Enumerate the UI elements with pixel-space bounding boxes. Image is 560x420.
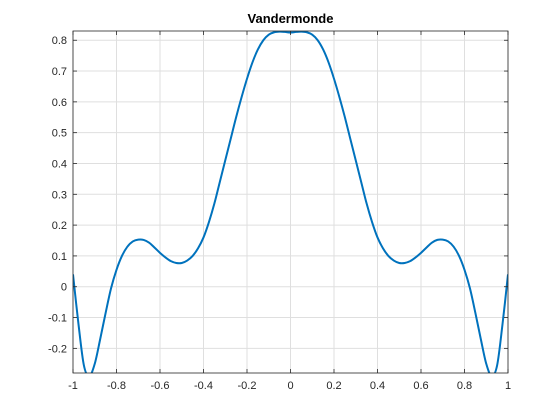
- x-tick-label: -0.2: [238, 380, 257, 392]
- x-tick-label: 0.2: [326, 380, 341, 392]
- x-tick-label: 0.6: [413, 380, 428, 392]
- y-tick-label: 0.1: [52, 251, 67, 263]
- y-tick-label: 0.6: [52, 97, 67, 109]
- y-tick-label: 0.2: [52, 220, 67, 232]
- x-tick-label: 1: [505, 380, 511, 392]
- x-tick-label: -0.8: [107, 380, 126, 392]
- x-tick-label: 0: [287, 380, 293, 392]
- y-tick-label: 0: [61, 282, 67, 294]
- x-tick-label: 0.8: [457, 380, 472, 392]
- x-tick-label: -0.6: [151, 380, 170, 392]
- x-tick-label: 0.4: [370, 380, 385, 392]
- y-tick-label: 0.3: [52, 189, 67, 201]
- y-tick-label: 0.4: [52, 158, 67, 170]
- chart-title: Vandermonde: [248, 11, 334, 26]
- x-tick-label: -1: [68, 380, 78, 392]
- x-tick-label: -0.4: [194, 380, 213, 392]
- y-tick-label: -0.1: [48, 313, 67, 325]
- y-tick-label: 0.8: [52, 35, 67, 47]
- y-tick-label: 0.7: [52, 66, 67, 78]
- y-tick-label: 0.5: [52, 128, 67, 140]
- y-tick-label: -0.2: [48, 343, 67, 355]
